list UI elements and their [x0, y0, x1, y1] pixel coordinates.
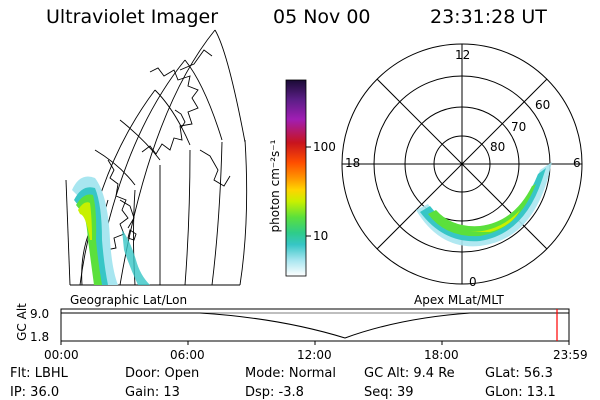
- status-glon: GLon: 13.1: [485, 385, 556, 400]
- timeline-x-tick-1200: 12:00: [297, 348, 332, 362]
- colorbar-tick-100: 100: [313, 140, 336, 154]
- timeline-y-label: GC Alt: [15, 303, 29, 341]
- mlt-label-18: 18: [345, 156, 361, 170]
- timeline-y-tick-high: 9.0: [30, 307, 50, 321]
- status-door: Door: Open: [125, 366, 200, 381]
- mlt-label-12: 12: [455, 48, 471, 62]
- mlat-label-80: 80: [490, 140, 506, 154]
- geo-caption: Geographic Lat/Lon: [70, 293, 188, 307]
- timeline-x-tick-1800: 18:00: [424, 348, 459, 362]
- timeline-y-tick-low: 1.8: [30, 330, 50, 344]
- status-ip: IP: 36.0: [10, 385, 60, 400]
- status-mode: Mode: Normal: [245, 366, 336, 381]
- status-gain: Gain: 13: [125, 385, 180, 400]
- polar-caption: Apex MLat/MLT: [414, 293, 504, 307]
- status-gc-alt: GC Alt: 9.4 Re: [364, 366, 455, 381]
- status-seq: Seq: 39: [364, 385, 414, 400]
- timeline-x-tick-0000: 00:00: [44, 348, 79, 362]
- timeline-x-tick-0600: 06:00: [170, 348, 205, 362]
- mlt-label-6: 6: [573, 156, 581, 170]
- mlat-label-60: 60: [535, 98, 551, 112]
- time-label: 23:31:28 UT: [430, 6, 547, 28]
- mlt-label-0: 0: [469, 275, 477, 289]
- app-title: Ultraviolet Imager: [46, 6, 219, 28]
- status-glat: GLat: 56.3: [485, 366, 553, 381]
- status-dsp: Dsp: -3.8: [245, 385, 304, 400]
- timeline-x-tick-2359: 23:59: [553, 348, 588, 362]
- mlat-label-70: 70: [511, 120, 527, 134]
- date-label: 05 Nov 00: [273, 6, 371, 28]
- colorbar-tick-10: 10: [313, 229, 329, 243]
- status-filter: Flt: LBHL: [10, 366, 68, 381]
